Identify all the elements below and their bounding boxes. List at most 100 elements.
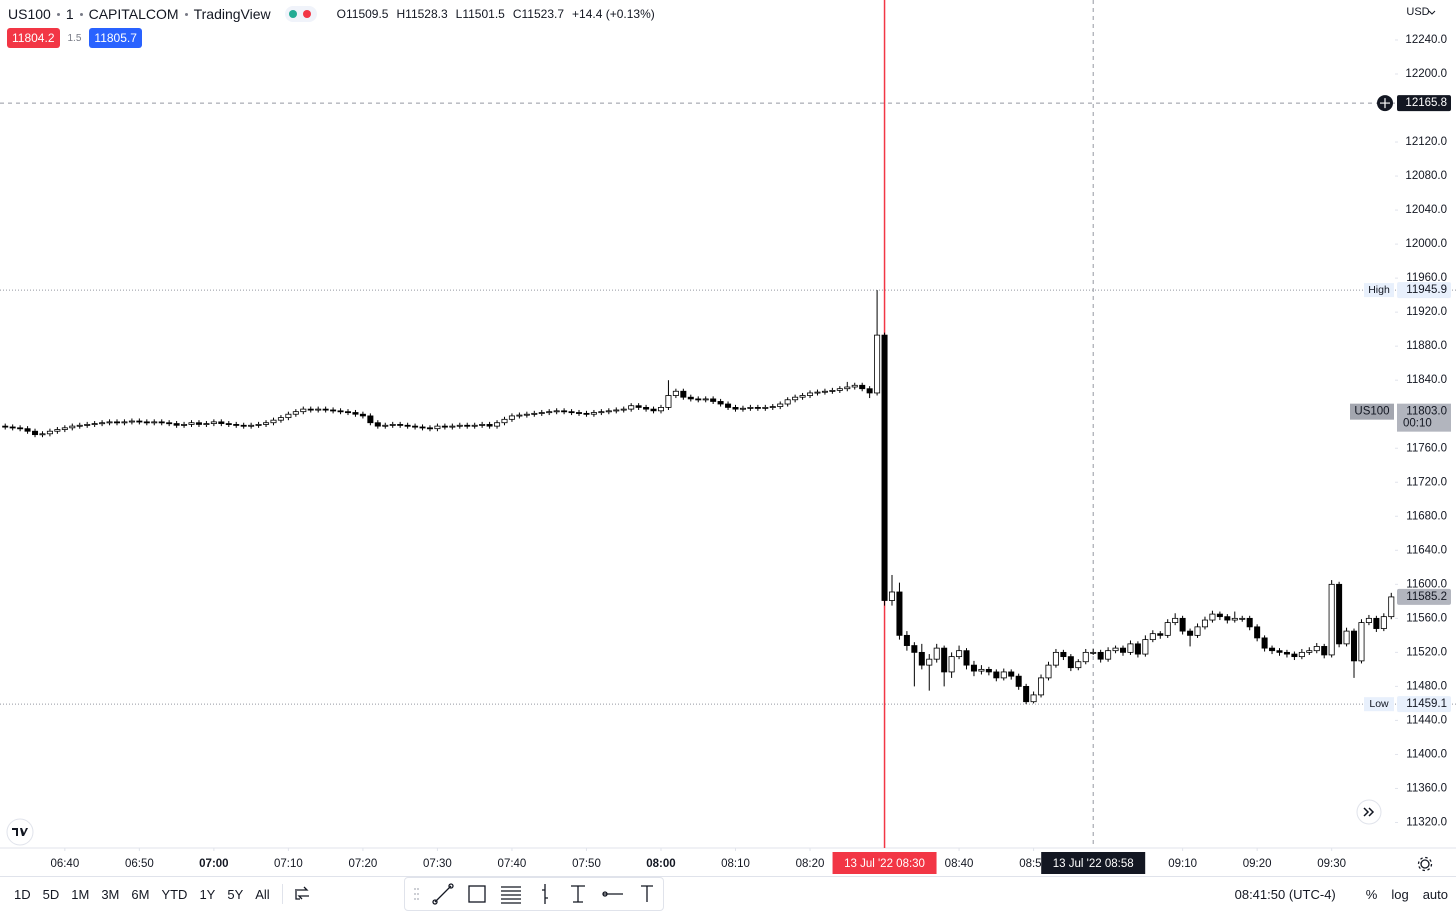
candle xyxy=(315,406,322,413)
symbol-price-bg xyxy=(1397,403,1451,432)
y-tick-label: 11680.0 xyxy=(1406,510,1447,522)
candle-body xyxy=(203,423,210,425)
y-tick-label: 11880.0 xyxy=(1406,340,1447,352)
candle-body xyxy=(1321,646,1328,656)
candle xyxy=(948,652,955,678)
candle xyxy=(128,418,135,425)
market-status[interactable] xyxy=(284,6,317,22)
countdown: 00:10 xyxy=(1403,418,1432,430)
candle-body xyxy=(382,424,389,427)
last-price-bg xyxy=(1397,588,1451,605)
candle-body xyxy=(874,334,881,394)
candle-body xyxy=(1246,617,1253,628)
candle-body xyxy=(1142,639,1149,655)
candle-body xyxy=(963,650,970,666)
spread: 1.5 xyxy=(67,32,82,44)
candle-body xyxy=(657,407,664,412)
candle xyxy=(54,426,61,434)
tv-logo[interactable] xyxy=(6,818,34,846)
x-tick-label: 07:20 xyxy=(349,858,378,870)
candle-body xyxy=(255,424,262,426)
range-button[interactable]: 6M xyxy=(131,886,150,902)
candle xyxy=(553,408,560,415)
high-price: 11945.9 xyxy=(1406,284,1447,296)
candle-body xyxy=(1365,617,1372,624)
candle-body xyxy=(1291,653,1298,658)
candle xyxy=(1172,613,1179,626)
candle-body xyxy=(1127,643,1134,653)
candle-body xyxy=(367,415,374,424)
ohlc-value: 11509.5 xyxy=(345,7,389,21)
candle-body xyxy=(508,415,515,420)
settings-icon[interactable] xyxy=(1417,856,1433,872)
candle-body xyxy=(1045,664,1052,679)
candle xyxy=(501,416,508,426)
range-button[interactable]: All xyxy=(255,886,270,902)
candle xyxy=(233,421,240,428)
sell-button[interactable]: 11804.2 xyxy=(7,28,60,48)
scroll-right-button[interactable] xyxy=(1356,799,1382,825)
currency-caret[interactable] xyxy=(1428,10,1436,15)
candle-body xyxy=(769,406,776,408)
y-tick-label: 11640.0 xyxy=(1406,544,1447,556)
candle xyxy=(1306,647,1313,655)
interval[interactable]: 1 xyxy=(65,6,74,22)
candle xyxy=(1313,643,1320,654)
candle-body xyxy=(151,421,158,424)
y-tick-label: 11760.0 xyxy=(1406,442,1447,454)
candle xyxy=(717,398,724,407)
buy-button[interactable]: 11805.7 xyxy=(89,28,142,48)
candle xyxy=(814,389,821,396)
candle xyxy=(613,407,620,414)
candle-body xyxy=(1052,651,1059,666)
range-button[interactable]: 5D xyxy=(42,886,60,902)
scale-option[interactable]: auto xyxy=(1422,886,1448,902)
scale-option[interactable]: log xyxy=(1391,886,1409,902)
candle-body xyxy=(1038,677,1045,696)
candle-body xyxy=(516,414,523,417)
candle-body xyxy=(1067,656,1074,669)
candle-body xyxy=(993,671,1000,679)
range-button[interactable]: 5Y xyxy=(227,886,244,902)
drawing-tool-icons[interactable] xyxy=(405,878,663,910)
candle-body xyxy=(725,403,732,408)
candle xyxy=(1008,669,1015,680)
range-button[interactable]: 3M xyxy=(101,886,120,902)
symbol-price: 11803.0 xyxy=(1406,406,1447,418)
candle xyxy=(657,404,664,414)
y-tick-label: 12080.0 xyxy=(1405,170,1447,182)
range-button[interactable]: 1Y xyxy=(199,886,216,902)
candle-body xyxy=(650,408,657,412)
range-button[interactable]: 1M xyxy=(71,886,90,902)
candle xyxy=(1276,648,1283,656)
range-button[interactable]: 1D xyxy=(14,886,31,902)
candle-body xyxy=(836,388,843,391)
candle-body xyxy=(1276,650,1283,653)
y-tick-label: 12120.0 xyxy=(1405,136,1447,148)
symbol[interactable]: US100 xyxy=(8,6,51,22)
candle-body xyxy=(1119,647,1127,653)
clock[interactable]: 08:41:50 (UTC-4) xyxy=(1234,886,1336,902)
candle xyxy=(1388,592,1395,620)
candle-body xyxy=(1008,671,1015,677)
candle-body xyxy=(1358,622,1365,662)
bottom-toolbar: 1D 5D 1M 3M 6M YTD 1Y 5Y All 08:41:50 (UTC-4) % l… xyxy=(0,876,1456,911)
candle-body xyxy=(926,658,933,666)
currency[interactable]: USD xyxy=(1406,6,1429,18)
goto-date-icon[interactable] xyxy=(293,884,313,904)
candle-body xyxy=(1313,646,1320,652)
candle-body xyxy=(128,420,135,423)
candle-body xyxy=(561,410,568,413)
candle-body xyxy=(1194,626,1201,636)
x-tick-label: 07:40 xyxy=(498,858,527,870)
candle-body xyxy=(695,398,702,401)
candle xyxy=(523,411,530,418)
range-button[interactable]: YTD xyxy=(161,886,188,902)
candle-body xyxy=(784,399,791,405)
candle xyxy=(91,421,98,427)
candle xyxy=(285,411,292,421)
candle-body xyxy=(1239,617,1246,620)
scale-option[interactable]: % xyxy=(1365,886,1378,902)
chart-options: 08:41:50 (UTC-4) % log auto xyxy=(1235,877,1448,911)
